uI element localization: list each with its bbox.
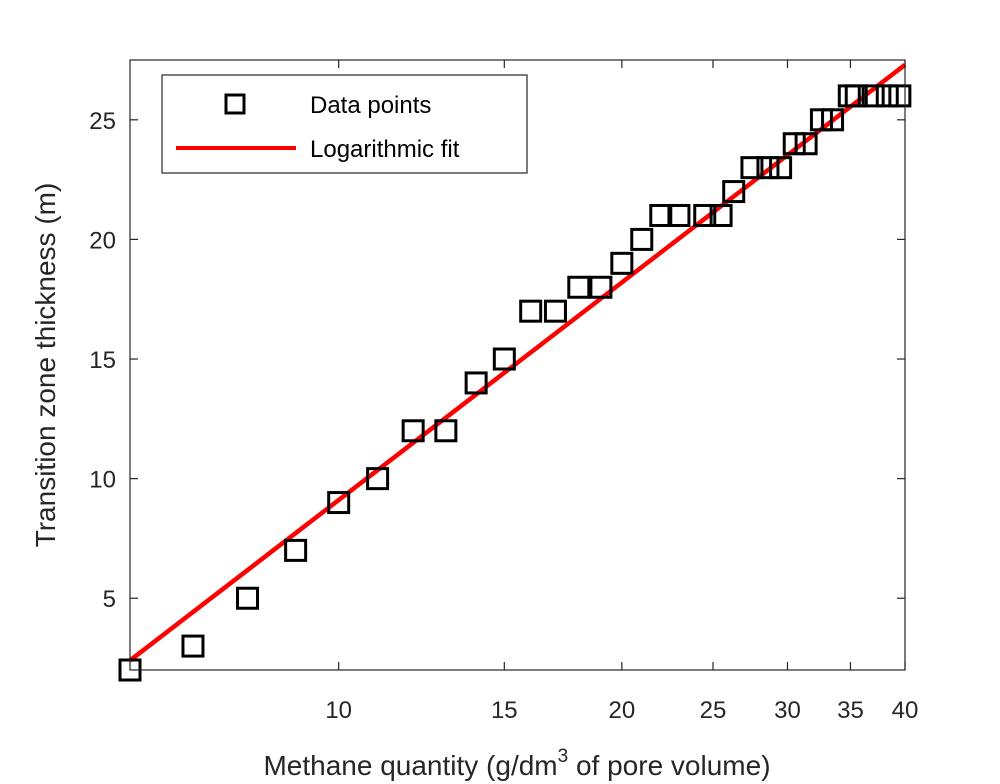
legend: Data points Logarithmic fit [161, 74, 528, 174]
x-tick-label: 40 [892, 697, 919, 724]
data-point [649, 203, 673, 227]
y-tick-label: 20 [89, 227, 116, 254]
data-point [821, 108, 845, 132]
data-point [284, 538, 308, 562]
data-point [875, 84, 899, 108]
data-point [567, 275, 591, 299]
data-point [589, 275, 613, 299]
data-point [492, 347, 516, 371]
data-point [464, 371, 488, 395]
data-point [401, 419, 425, 443]
data-point [366, 467, 390, 491]
plot-frame [129, 59, 906, 671]
x-axis-label-tail: of pore volume) [568, 750, 770, 781]
data-point [769, 156, 793, 180]
x-tick-label: 35 [837, 697, 864, 724]
x-axis-label: Methane quantity (g/dm3 of pore volume) [263, 746, 770, 781]
data-point [519, 299, 543, 323]
data-point [756, 156, 780, 180]
data-point [740, 156, 764, 180]
legend-marker-data-points [224, 93, 246, 115]
data-point [693, 203, 717, 227]
data-point [236, 586, 260, 610]
y-axis-label: Transition zone thickness (m) [30, 183, 61, 548]
y-tick-label: 5 [103, 586, 116, 613]
y-tick-label: 15 [89, 347, 116, 374]
x-tick-label: 25 [700, 697, 727, 724]
data-point [610, 251, 634, 275]
data-point [794, 132, 818, 156]
legend-label-data-points: Data points [310, 92, 431, 119]
x-tick-label: 10 [325, 697, 352, 724]
fit-layer [128, 62, 907, 663]
x-tick-label: 15 [491, 697, 518, 724]
data-point [888, 84, 912, 108]
data-point [722, 180, 746, 204]
data-point [630, 227, 654, 251]
y-tick-label: 25 [89, 108, 116, 135]
points-layer [118, 84, 912, 682]
legend-label-logarithmic-fit: Logarithmic fit [310, 136, 460, 163]
data-point [782, 132, 806, 156]
x-axis-ticks: 10 15 20 25 30 35 40 [325, 60, 918, 724]
data-point [181, 634, 205, 658]
legend-box [161, 74, 528, 174]
x-tick-label: 20 [608, 697, 635, 724]
data-point [844, 84, 868, 108]
x-axis-label-main: Methane quantity (g/dm [263, 750, 557, 781]
logarithmic-fit-line [128, 62, 907, 663]
y-axis-ticks: 5 10 15 20 25 [89, 108, 905, 613]
data-point [861, 84, 885, 108]
data-point [327, 491, 351, 515]
data-point [543, 299, 567, 323]
data-point [667, 203, 691, 227]
data-point [434, 419, 458, 443]
y-tick-label: 10 [89, 467, 116, 494]
x-axis-label-superscript: 3 [558, 746, 569, 767]
data-point [709, 203, 733, 227]
x-tick-label: 30 [774, 697, 801, 724]
